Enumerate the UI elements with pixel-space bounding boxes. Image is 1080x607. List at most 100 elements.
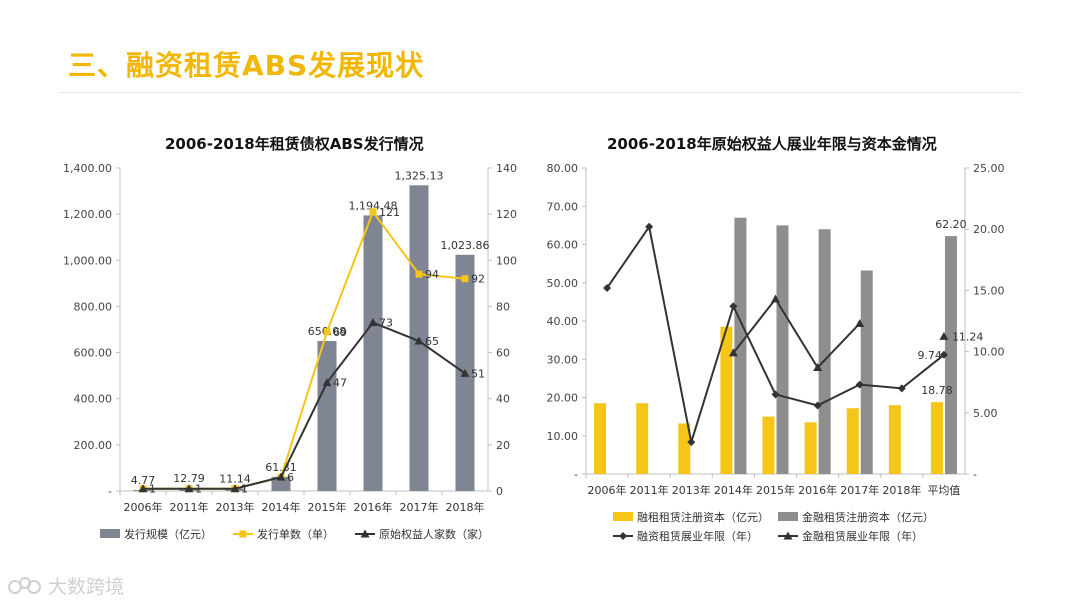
chart2-x-tick-label: 2015年 [756,483,795,497]
chart1-left-tick-label: 800.00 [74,300,113,313]
chart2-line-financing-years-marker [729,302,738,311]
chart2-legend-label: 金融租赁注册资本（亿元） [802,510,934,524]
chart2-line-financing-years-marker [855,380,864,389]
chart1-right-tick-label: 40 [496,393,510,406]
chart1-x-tick-label: 2013年 [216,500,255,514]
chart2-bar-yellow [846,408,859,474]
watermark-text: 大数跨境 [48,576,125,598]
chart2-x-tick-label: 2018年 [882,483,921,497]
chart2-x-tick-label: 2011年 [630,483,669,497]
chart2-right-tick-label: 10.00 [973,346,1005,359]
chart2-right-tick-label: 25.00 [973,162,1005,175]
chart1-point-label: 121 [379,206,400,219]
chart2-left-tick-label: 60.00 [547,239,579,252]
chart1-bar [363,215,383,492]
chart1-line-issuance-count-marker [415,270,423,278]
chart2-value-label: 11.24 [952,330,984,343]
chart1-point-label: 1 [241,483,248,496]
chart1-x-tick-label: 2011年 [170,500,209,514]
chart1-x-tick-label: 2017年 [400,500,439,514]
chart2-bar-gray [776,225,789,474]
chart2-bar-yellow [804,422,817,474]
chart1-left-tick-label: 1,000.00 [63,254,112,267]
chart1-point-label: 94 [425,268,439,281]
chart1-line-originator-count-marker [276,472,286,481]
chart1-bar-value-label: 12.79 [173,472,205,485]
chart2-left-tick-label: 70.00 [547,200,579,213]
page-title: 三、融资租赁ABS发展现状 [68,49,425,82]
chart2-legend-label: 融租租赁注册资本（亿元） [637,510,769,524]
chart1-legend-label: 发行规模（亿元） [124,527,212,541]
chart2-line-financing-years-marker [813,401,822,410]
chart1-title: 2006-2018年租赁债权ABS发行情况 [165,135,424,153]
chart1-point-label: 51 [471,367,485,380]
chart2-line-financing-years-marker [603,283,612,292]
chart1-bar-value-label: 1,194.48 [349,199,398,212]
watermark: 大数跨境 [8,572,124,599]
chart1-line-issuance-count-marker [369,208,377,216]
chart1-line-originator-count-marker [460,368,470,377]
chart2-right-tick-label: - [973,468,977,481]
chart2-line-financing-years-marker [645,222,654,231]
chart1-right-tick-label: 60 [496,347,510,360]
chart1-bar [271,476,291,491]
chart1-line-originator-count-marker [368,318,378,327]
chart1-line-issuance-count-marker [461,275,469,283]
chart2-line-financial-years-marker [939,331,949,340]
chart2-value-label: 62.20 [935,218,967,231]
chart1-left-tick-label: 200.00 [74,439,113,452]
title-divider [58,92,1022,93]
chart1-right-tick-label: 120 [496,208,517,221]
chart1-line-originator-count [143,321,466,490]
chart2-right-tick-label: 15.00 [973,284,1005,297]
chart2-bar-gray [860,270,873,474]
chart2-bar-gray [944,236,957,474]
chart1-legend-label: 原始权益人家数（家） [379,527,489,541]
chart1-line-issuance-count-marker [323,328,331,336]
chart1-x-tick-label: 2018年 [446,500,485,514]
chart2-bar-yellow [930,402,943,474]
chart2-line-financial-years-marker [813,363,823,372]
chart1-left-tick-label: - [108,485,112,498]
chart2-x-tick-label: 2013年 [672,483,711,497]
chart2-line-financial-years-marker [771,294,780,303]
chart1-left-tick-label: 400.00 [74,393,113,406]
chart1-right-tick-label: 140 [496,162,517,175]
chart1-right-tick-label: 80 [496,300,510,313]
chart1-bar-value-label: 61.31 [265,461,297,474]
chart2-line-financing-years-marker [771,390,780,399]
chart1-left-tick-label: 1,200.00 [63,208,112,221]
chart2-legend-swatch-gray [778,512,798,521]
chart2-bar-yellow [720,326,733,474]
chart2-legend-swatch-yellow [613,512,633,521]
chart2-legend-marker-diamond [619,532,627,540]
chart2-right-tick-label: 20.00 [973,223,1005,236]
chart1-point-label: 92 [471,273,485,286]
chart1-bar-value-label: 1,325.13 [395,169,444,182]
chart2-x-tick-label: 平均值 [927,484,960,497]
chart2-bar-gray [818,229,831,474]
chart1-point-label: 47 [333,377,347,390]
chart1-line-originator-count-marker [230,484,240,493]
chart1-legend-marker-black [360,529,370,538]
chart1-line-originator-count-marker [414,336,424,345]
chart1-bar-value-label: 11.14 [219,472,251,485]
chart1-left-tick-label: 1,400.00 [63,162,112,175]
chart2-line-financing-years-marker [687,438,696,447]
chart2-x-tick-label: 2006年 [588,483,627,497]
chart2-legend-label: 融资租赁展业年限（年） [637,529,758,543]
chart1-x-tick-label: 2015年 [308,500,347,514]
chart1-legend-swatch-bar [100,529,120,538]
chart2-left-tick-label: 20.00 [547,392,579,405]
chart1-point-label: 1 [195,483,202,496]
chart1-right-tick-label: 100 [496,254,517,267]
chart2-left-tick-label: 30.00 [547,353,579,366]
chart1-legend-label: 发行单数（单） [257,527,334,541]
chart1-point-label: 73 [379,317,393,330]
chart1-legend-marker-yellow [239,530,247,538]
chart2-bar-yellow [636,403,649,474]
chart2-x-tick-label: 2014年 [714,483,753,497]
chart2-line-financial-years [732,297,861,370]
chart2-left-tick-label: 40.00 [547,315,579,328]
chart2-left-tick-label: 50.00 [547,277,579,290]
